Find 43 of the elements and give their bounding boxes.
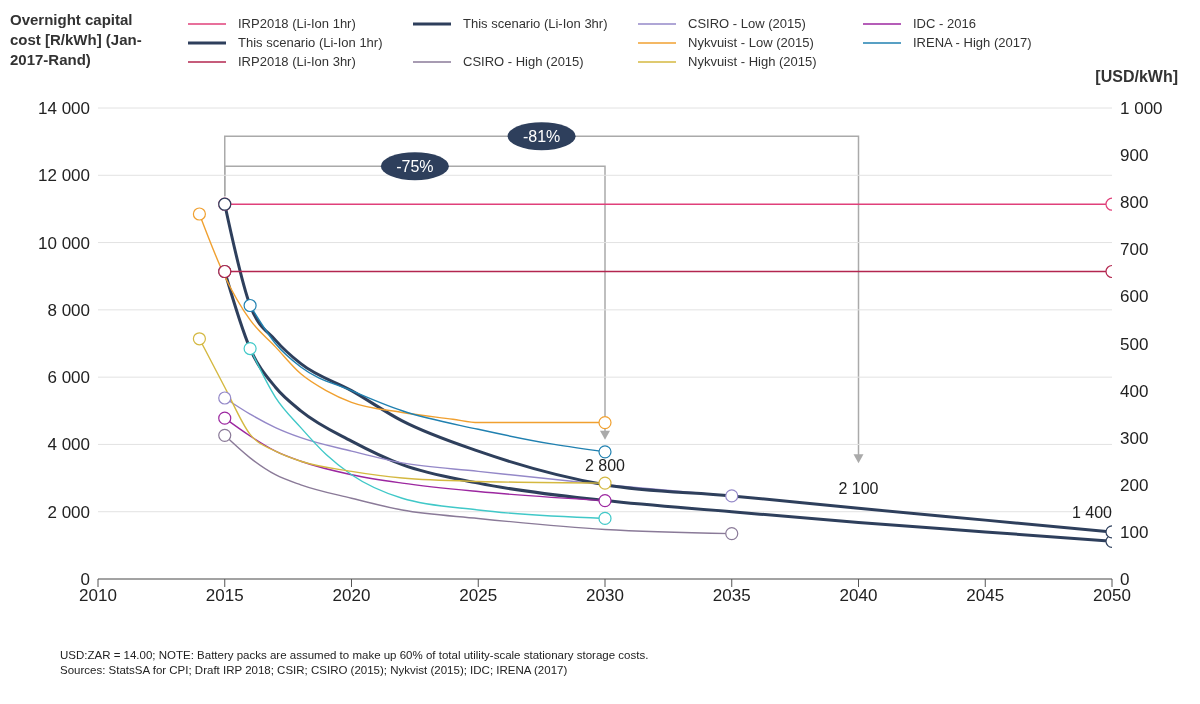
y-axis-title: Overnight capital cost [R/kWh] (Jan-2017-Rand) — [10, 10, 143, 70]
y-tick-label: 4 000 — [47, 435, 90, 455]
annotation: 2 800 — [584, 456, 626, 474]
x-tick-label: 2035 — [712, 586, 751, 606]
annotation: 1 400 — [1071, 503, 1113, 521]
legend-label: IRP2018 (Li-Ion 1hr) — [238, 16, 356, 31]
legend-label: IRP2018 (Li-Ion 3hr) — [238, 54, 356, 69]
y-tick-label: 8 000 — [47, 300, 90, 320]
y-tick-label: 10 000 — [38, 233, 90, 253]
y2-tick-label: 800 — [1120, 193, 1149, 213]
y2-tick-label: 600 — [1120, 287, 1149, 307]
legend-label: Nykvuist - Low (2015) — [688, 35, 814, 50]
legend-label: This scenario (Li-Ion 1hr) — [238, 35, 383, 50]
x-tick-label: 2030 — [586, 586, 624, 606]
x-tick-label: 2025 — [459, 586, 498, 606]
y-tick-label: 14 000 — [38, 99, 90, 119]
annotation: -75% — [396, 158, 434, 176]
y-tick-label: 6 000 — [47, 368, 90, 388]
y2-tick-label: 200 — [1120, 475, 1149, 495]
legend-label: CSIRO - High (2015) — [463, 54, 584, 69]
y-tick-label: 12 000 — [38, 166, 90, 186]
y-tick-label: 2 000 — [47, 502, 90, 522]
y2-tick-label: 900 — [1120, 146, 1149, 166]
y2-tick-label: 300 — [1120, 428, 1149, 448]
y2-tick-label: 100 — [1120, 522, 1149, 542]
legend-label: IDC - 2016 — [913, 16, 976, 31]
legend-label: IRENA - High (2017) — [913, 35, 1032, 50]
legend-label: CSIRO - Low (2015) — [688, 16, 806, 31]
text: USD:ZAR = 14.00; NOTE: Battery packs are assumed to make up 60% of total utility-scale stationary storage costs. — [60, 648, 649, 663]
legend-label: Nykvuist - High (2015) — [688, 54, 817, 69]
y2-axis-title: [USD/kWh] — [1095, 68, 1178, 86]
source-note: Sources: StatsSA for CPI; Draft IRP 2018; CSIR; CSIRO (2015); Nykvist (2015); IDC; IRENA (2017) — [60, 663, 569, 678]
y2-tick-label: 400 — [1120, 381, 1149, 401]
y2-tick-label: 1 000 — [1120, 99, 1163, 119]
y2-tick-label: 500 — [1120, 334, 1149, 354]
x-tick-label: 2015 — [205, 586, 244, 606]
legend-label: This scenario (Li-Ion 3hr) — [463, 16, 608, 31]
annotation: 2 100 — [838, 480, 879, 498]
x-tick-label: 2045 — [966, 586, 1005, 606]
x-tick-label: 2040 — [839, 586, 878, 606]
x-tick-label: 2020 — [332, 586, 371, 606]
y2-tick-label: 700 — [1120, 240, 1149, 260]
annotation: -81% — [522, 128, 561, 146]
